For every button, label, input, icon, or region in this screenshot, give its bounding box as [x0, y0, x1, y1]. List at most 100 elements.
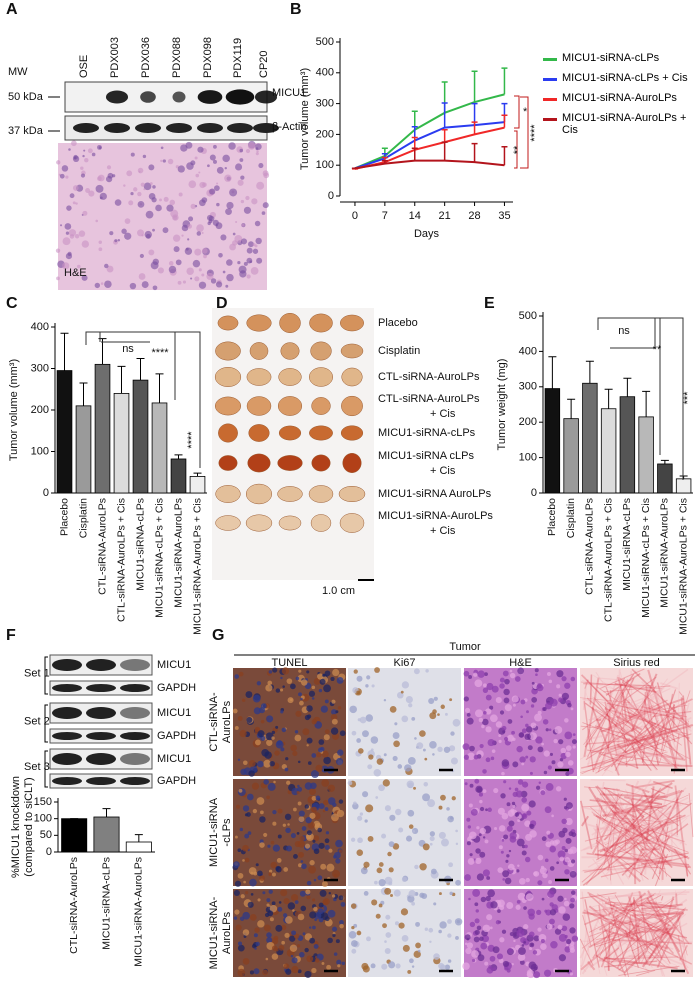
- fiber: [604, 707, 615, 739]
- tumor-photo: [245, 483, 273, 505]
- cell: [429, 712, 437, 720]
- tumor-photo: [277, 486, 303, 502]
- cell: [500, 850, 504, 854]
- cell: [485, 808, 488, 812]
- fiber: [600, 895, 613, 961]
- annotation: ***: [682, 391, 694, 405]
- cell: [256, 797, 265, 805]
- cell: [285, 827, 291, 834]
- cell: [564, 934, 568, 939]
- error-bar: [441, 129, 448, 143]
- he-texture: [246, 247, 253, 254]
- fiber: [608, 716, 692, 767]
- cell: [335, 757, 344, 766]
- fiber: [617, 817, 675, 824]
- tumor-photo: [311, 454, 331, 472]
- cell: [305, 817, 312, 824]
- cell: [502, 960, 510, 968]
- set-brace: [44, 656, 48, 695]
- fiber: [626, 839, 664, 863]
- cell: [521, 797, 528, 803]
- fiber: [604, 752, 690, 759]
- cell: [370, 963, 376, 969]
- cell: [423, 781, 429, 787]
- cell: [482, 924, 491, 933]
- fiber: [618, 677, 692, 729]
- cell: [335, 858, 341, 864]
- cell: [401, 876, 408, 882]
- fiber: [639, 909, 656, 914]
- bar: [189, 475, 206, 494]
- fiber: [605, 815, 645, 853]
- set-label: Set 2: [24, 715, 50, 727]
- lane-label: PDX036: [140, 37, 152, 78]
- fiber: [682, 695, 692, 765]
- he-texture: [61, 165, 69, 172]
- fiber: [592, 914, 623, 954]
- fiber: [588, 690, 663, 721]
- cell: [419, 863, 427, 871]
- cell: [242, 929, 250, 936]
- he-texture: [157, 267, 164, 274]
- x-tick-label: CTL-siRNA-AuroLPs + Cis: [115, 498, 127, 622]
- fiber: [630, 799, 647, 849]
- x-tick-label: Cisplatin: [565, 498, 577, 538]
- cell: [427, 799, 436, 808]
- fiber: [616, 844, 647, 867]
- cell: [405, 696, 413, 704]
- tumor-photo: [278, 515, 302, 531]
- fiber: [586, 677, 625, 758]
- protein-label: MICU1: [157, 659, 191, 671]
- he-texture: [216, 166, 224, 174]
- cell: [287, 697, 294, 704]
- he-texture: [216, 182, 219, 185]
- fiber: [640, 895, 649, 950]
- error-bar: [102, 808, 111, 817]
- blot-band: [86, 707, 116, 719]
- cell: [464, 874, 471, 881]
- cell: [335, 839, 343, 848]
- cell: [549, 845, 556, 853]
- fiber: [643, 699, 656, 743]
- cell: [526, 810, 532, 816]
- fiber: [596, 826, 599, 860]
- cell: [233, 916, 238, 920]
- fiber: [677, 682, 680, 730]
- cell: [469, 783, 474, 788]
- fiber: [603, 787, 657, 821]
- cell: [237, 941, 243, 946]
- lane-label: PDX003: [109, 37, 121, 78]
- cell: [371, 684, 375, 688]
- he-texture: [143, 182, 152, 191]
- error-bar: [623, 377, 632, 397]
- row-label: MICU1-siRNA: [208, 797, 220, 867]
- fiber: [594, 899, 645, 933]
- fiber: [641, 801, 660, 805]
- legend-swatch: [543, 118, 557, 121]
- cell: [272, 844, 281, 852]
- fiber: [586, 697, 644, 746]
- he-texture: [258, 163, 264, 169]
- cell: [267, 782, 276, 791]
- cell: [388, 841, 395, 847]
- cell: [311, 753, 317, 758]
- fiber: [579, 938, 594, 966]
- fiber: [648, 924, 670, 960]
- cell: [414, 737, 417, 740]
- he-texture: [162, 227, 169, 234]
- cell: [235, 924, 242, 931]
- cell: [260, 719, 265, 724]
- he-texture: [67, 251, 72, 256]
- fiber: [665, 820, 669, 827]
- fiber: [603, 688, 671, 721]
- bar: [619, 396, 636, 494]
- fiber: [619, 671, 628, 699]
- cell: [570, 676, 576, 682]
- fiber: [594, 708, 690, 760]
- legend-label: MICU1-siRNA-cLPs: [562, 52, 660, 64]
- tumor-photo: [279, 313, 301, 333]
- cell: [517, 779, 524, 785]
- cell: [482, 718, 489, 726]
- tumor-photo: [277, 455, 303, 471]
- cell: [392, 755, 398, 761]
